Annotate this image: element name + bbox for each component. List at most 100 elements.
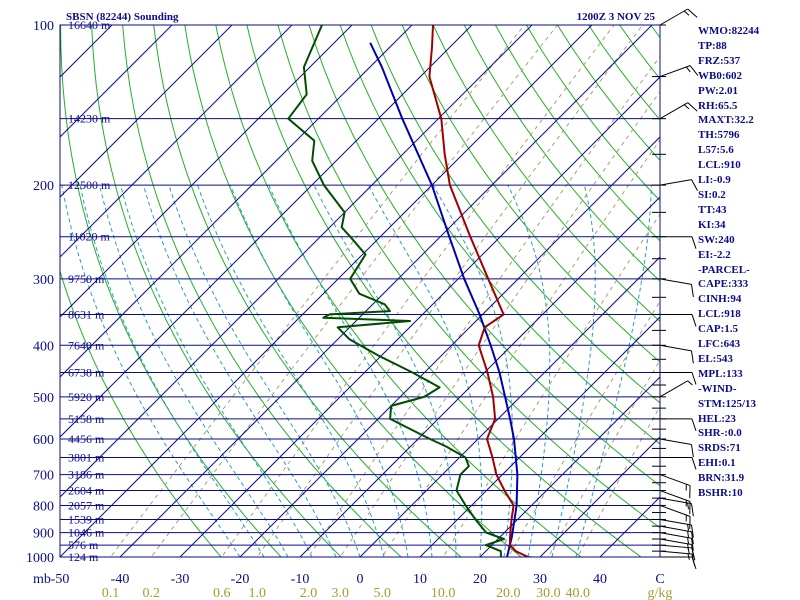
pressure-label: 400 [33, 339, 54, 354]
pressure-label: 1000 [26, 551, 54, 566]
index-line: -PARCEL- [698, 263, 750, 276]
dry-adiabat [463, 25, 660, 282]
mixing-ratio-line [577, 405, 660, 557]
index-line: FRZ:537 [698, 54, 741, 67]
wind-barb [659, 179, 698, 191]
moist-adiabat [575, 185, 652, 557]
height-label: 9750 m [68, 272, 105, 286]
temperature-label: 0 [357, 572, 364, 587]
isotherm [539, 436, 660, 557]
plot-frame [59, 24, 661, 558]
isotherm [0, 1, 16, 569]
mixing-ratio-line [221, 25, 615, 557]
wind-barb [659, 380, 693, 398]
index-line: WB0:602 [698, 69, 742, 82]
dry-adiabat [401, 25, 660, 363]
temperature-label: -50 [51, 572, 70, 587]
wind-barb [659, 518, 694, 538]
isotherm [60, 25, 413, 378]
index-line: EL:543 [698, 352, 733, 365]
isotherm [60, 25, 293, 258]
isotherm [359, 256, 660, 557]
index-line: SI:0.2 [698, 188, 726, 201]
temperature-label: -40 [111, 572, 130, 587]
index-line: TH:5796 [698, 129, 740, 142]
index-line: -WIND- [698, 382, 737, 395]
height-label: 2057 m [68, 498, 105, 512]
pressure-label: 500 [33, 391, 54, 406]
moist-adiabat [507, 184, 551, 557]
mixing-ratio-line [442, 213, 660, 557]
index-line: KI:34 [698, 218, 726, 231]
index-line: LCL:910 [698, 159, 741, 172]
mixing-ratio-line [381, 139, 660, 557]
mixing-ratio-label: 30.0 [536, 586, 561, 600]
mixing-ratio-label: 20.0 [496, 586, 521, 600]
mixing-ratio-label: 5.0 [374, 586, 392, 600]
dry-adiabat [60, 25, 282, 557]
moist-adiabat [229, 184, 409, 557]
index-line: CAPE:333 [698, 278, 749, 291]
mixing-ratio-line [507, 300, 660, 557]
temperature-label: -10 [291, 572, 310, 587]
index-line: RH:65.5 [698, 99, 738, 112]
height-label: 3186 m [68, 468, 105, 482]
temperature-label: -20 [231, 572, 250, 587]
pressure-label: 900 [33, 527, 54, 542]
chart-title: SBSN (82244) Sounding [66, 11, 179, 23]
mixing-ratio-label: 2.0 [300, 586, 318, 600]
wind-barb [659, 102, 698, 120]
mixing-ratio-label: 3.0 [332, 586, 350, 600]
index-line: BRN:31.9 [698, 472, 745, 485]
index-line: HEL:23 [698, 412, 736, 425]
wind-barb [659, 278, 694, 297]
dry-adiabat [432, 25, 660, 323]
wind-barb [660, 372, 697, 385]
wind-barb [660, 313, 697, 327]
isotherm [60, 25, 473, 438]
profiles [287, 25, 538, 557]
temperature-unit-label: C [655, 572, 664, 587]
index-line: CINH:94 [698, 293, 742, 306]
index-line: MPL:133 [698, 367, 743, 380]
temperature-label: 20 [473, 572, 487, 587]
height-label: 14230 m [68, 112, 111, 126]
dry-adiabat [370, 25, 660, 404]
wind-barb [659, 474, 691, 499]
height-label: 5920 m [68, 390, 105, 404]
height-label: 12500 m [68, 178, 111, 192]
isotherm [60, 25, 233, 198]
height-label: 4456 m [68, 432, 105, 446]
mixing-ratio-label: 40.0 [565, 586, 590, 600]
mixing-ratio-line [307, 55, 660, 557]
pressure-label: 200 [33, 179, 54, 194]
index-line: WMO:82244 [698, 25, 760, 37]
index-line: CAP:1.5 [698, 323, 739, 336]
moist-adiabat [143, 184, 337, 557]
height-label: 1046 m [68, 526, 105, 540]
isotherm [60, 25, 533, 498]
index-line: LFC:643 [698, 338, 741, 351]
mixing-ratio-line [547, 359, 660, 557]
index-line: EHI:0.1 [698, 457, 736, 470]
mixing-ratio-label: 1.0 [248, 586, 266, 600]
wind-barb [659, 538, 694, 558]
wind-barb [659, 438, 694, 458]
dry-adiabat [308, 25, 660, 487]
isotherm [419, 316, 660, 557]
moist-adiabat [120, 184, 313, 557]
temperature-label: 40 [593, 572, 607, 587]
mixing-ratio-label: 10.0 [431, 586, 456, 600]
height-label: 3801 m [68, 451, 105, 465]
height-label: 6738 m [68, 366, 105, 380]
isotherm [479, 376, 660, 557]
index-line: SRDS:71 [698, 442, 741, 455]
mixing-ratio-unit-label: g/kg [648, 586, 673, 600]
height-label: 7640 m [68, 338, 105, 352]
dewpoint-trace [287, 25, 505, 557]
dry-adiabat [184, 25, 522, 557]
temperature-label: -30 [171, 572, 190, 587]
wind-barb [659, 532, 694, 551]
moist-adiabat [551, 184, 596, 557]
dry-adiabat [215, 25, 582, 557]
